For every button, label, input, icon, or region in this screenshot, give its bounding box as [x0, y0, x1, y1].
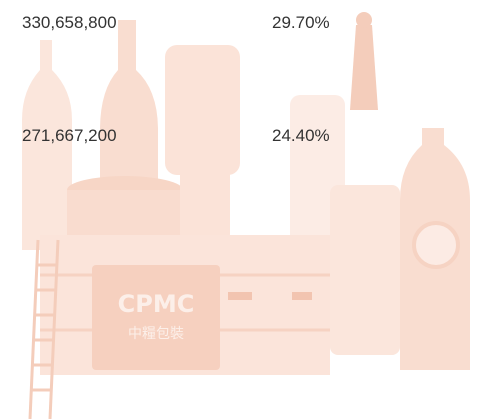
- jar: [330, 185, 400, 355]
- background-illustration: CPMC 中糧包裝: [0, 0, 497, 419]
- logo-text: CPMC: [118, 290, 195, 318]
- figure-head: [356, 12, 372, 28]
- table-cell: 24.40%: [272, 126, 330, 146]
- table-cell: 29.70%: [272, 13, 330, 33]
- bottle-label: [414, 223, 458, 267]
- page: CPMC 中糧包裝 330,658,800 29.70% 271,667,200…: [0, 0, 497, 419]
- logo-subtitle: 中糧包裝: [128, 326, 184, 342]
- table-cell: 330,658,800: [22, 13, 117, 33]
- table-cell: 271,667,200: [22, 126, 117, 146]
- figure: [350, 25, 378, 110]
- can: [165, 45, 240, 175]
